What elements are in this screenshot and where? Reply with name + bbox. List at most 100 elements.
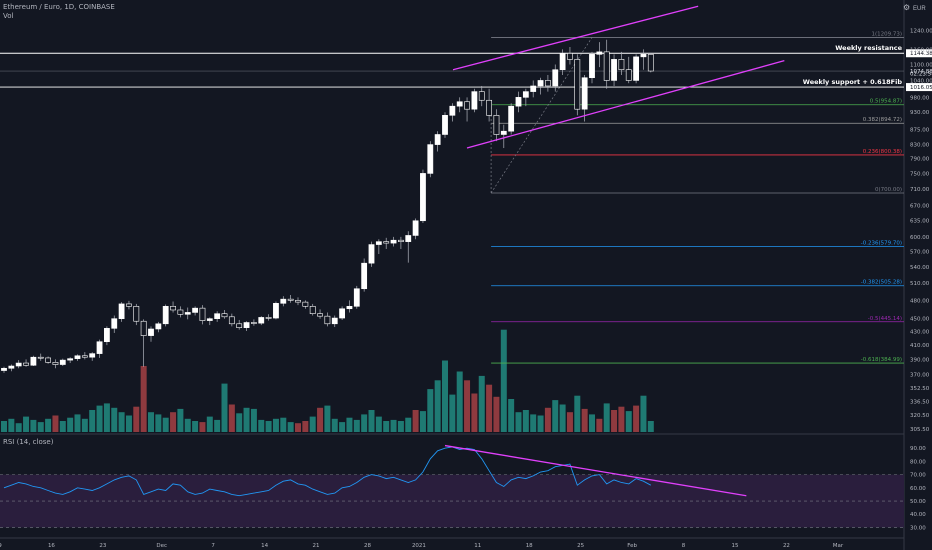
rsi-line: [3, 446, 652, 497]
rsi-tick-label: 80.00: [910, 459, 926, 465]
candle-body: [15, 362, 22, 367]
candle-body: [8, 365, 15, 369]
volume-bar: [133, 406, 140, 432]
volume-bar: [419, 411, 426, 432]
volume-bar: [596, 418, 603, 432]
volume-bar: [500, 329, 507, 432]
price-tick-label: 430.00: [910, 330, 930, 336]
volume-bar: [552, 400, 559, 432]
candle-body: [295, 300, 301, 303]
price-tick-label: 710.00: [910, 187, 930, 193]
rsi-tick-label: 60.00: [910, 486, 926, 492]
time-tick-label: 28: [364, 543, 371, 549]
candle-body: [486, 99, 492, 116]
candle-body: [59, 359, 66, 365]
price-tick-label: 600.00: [910, 235, 930, 241]
time-tick-label: Dec: [156, 543, 167, 549]
volume-bar: [412, 410, 419, 432]
price-tick-label: 510.00: [910, 281, 930, 287]
candle-body: [23, 362, 29, 366]
settings-icon[interactable]: ⚙: [903, 3, 911, 12]
fib-level-label: 0.236(800.38): [863, 149, 902, 155]
volume-bar: [250, 408, 257, 432]
volume-bar: [346, 417, 353, 432]
candle-body: [647, 54, 654, 72]
candle-body: [500, 130, 507, 135]
support-resistance-lines[interactable]: Weekly resistance Weekly support + 0.618F…: [0, 44, 932, 92]
candle-body: [177, 309, 184, 315]
fibonacci-retracement[interactable]: 1(1209.73) 0.5(954.87) 0.382(894.72) 0.236(…: [490, 31, 904, 364]
rsi-label: RSI (14, close): [3, 438, 54, 446]
price-label: 1074.88: [910, 69, 932, 75]
candle-body: [67, 358, 74, 361]
volume-bar: [8, 418, 15, 432]
candle-body: [603, 51, 610, 81]
candle-body: [508, 105, 515, 132]
price-tick-label: 670.00: [910, 203, 930, 209]
candle-body: [383, 241, 390, 244]
fib-level-label: -0.382(505.28): [861, 280, 902, 286]
rsi-trendline: [444, 444, 747, 497]
volume-bar: [206, 416, 213, 432]
candle-body: [236, 323, 243, 328]
axes: 1240.001160.001100.001040.00980.00930.00…: [0, 28, 932, 549]
time-tick-label: 9: [0, 543, 2, 549]
candle-body: [618, 59, 625, 71]
volume-bar: [214, 419, 221, 432]
price-tick-label: 875.00: [910, 128, 930, 134]
candle-body: [390, 239, 397, 244]
candle-body: [544, 80, 551, 87]
volume-bar: [287, 422, 294, 432]
volume-bar: [647, 421, 654, 432]
candle-body: [611, 59, 617, 81]
candle-body: [140, 320, 147, 336]
candle-body: [228, 316, 235, 325]
candle-body: [537, 80, 544, 87]
volume-bar: [30, 419, 37, 432]
candle-body: [397, 239, 404, 242]
fib-level-label: 1(1209.73): [871, 31, 902, 37]
candle-body: [515, 97, 522, 107]
fib-level-label: -0.236(579.70): [861, 241, 902, 247]
fib-level-label: 0.5(954.87): [870, 99, 902, 105]
candle-body: [361, 262, 368, 290]
volume-bar: [148, 412, 154, 432]
price-tick-label: 1160.00: [910, 47, 932, 53]
time-tick-label: 2021: [412, 543, 426, 549]
candle-body: [640, 54, 647, 58]
volume-bar: [199, 422, 206, 432]
volume-bar: [111, 407, 118, 432]
rsi-tick-label: 40.00: [910, 512, 926, 518]
candle-body: [199, 307, 206, 321]
candle-body: [52, 362, 59, 365]
candle-body: [243, 322, 250, 328]
price-channel[interactable]: [452, 5, 785, 149]
candle-body: [170, 306, 176, 311]
candlestick-series: [1, 39, 654, 373]
candle-body: [449, 105, 456, 116]
currency-label: EUR: [913, 6, 926, 12]
price-tick-label: 980.00: [910, 95, 930, 101]
time-tick-label: 21: [313, 543, 320, 549]
price-tick-label: 1100.00: [910, 62, 932, 68]
volume-bar: [265, 421, 272, 432]
price-tick-label: 830.00: [910, 143, 930, 149]
candle-body: [192, 307, 198, 313]
candle-body: [280, 298, 287, 304]
volume-bar: [1, 421, 7, 432]
price-tick-label: 305.50: [910, 427, 930, 433]
candle-body: [302, 301, 309, 307]
candle-body: [317, 313, 323, 317]
volume-bar: [361, 414, 368, 432]
fib-level-label: 0(700.00): [875, 187, 902, 193]
candle-body: [589, 54, 595, 79]
price-tick-label: 450.00: [910, 317, 930, 323]
volume-bar: [589, 414, 595, 432]
candle-body: [625, 69, 632, 81]
price-label-box: [906, 83, 932, 92]
volume-bar: [405, 417, 412, 432]
time-tick-label: 15: [732, 543, 739, 549]
candle-body: [74, 355, 81, 359]
